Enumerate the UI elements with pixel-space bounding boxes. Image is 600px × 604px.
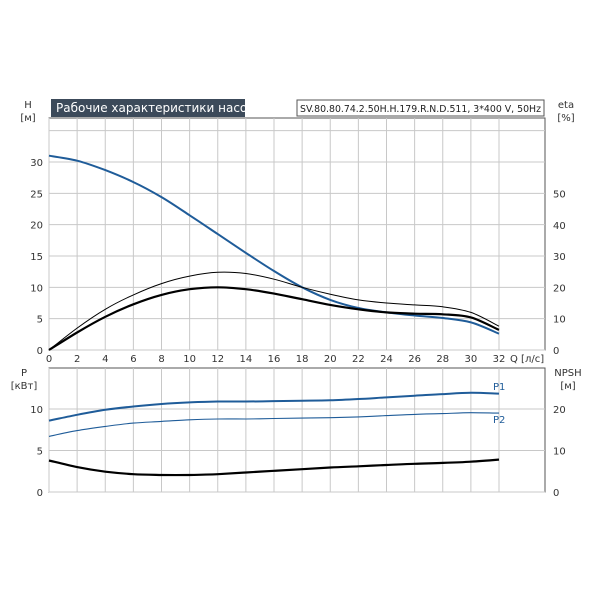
x-tick-label: 10 [183,354,196,365]
bottom-y-tick-label: 10 [30,405,43,416]
bottom-y-axis-unit: [кВт] [11,381,38,392]
x-tick-label: 22 [352,354,365,365]
top-y-right-tick-label: 40 [553,221,566,232]
pump-model-label: SV.80.80.74.2.50H.H.179.R.N.D.511, 3*400… [300,104,541,115]
bottom-y-axis-label: P [21,368,27,379]
efficiency-curve-inner [48,286,500,351]
top-y-right-tick-label: 30 [553,252,566,263]
bottom-plot-frame [48,367,546,493]
series-label-p2: P2 [493,415,505,426]
bottom-y-right-axis-label: NPSH [554,368,581,379]
top-y-right-axis-label: eta [558,100,574,111]
pump-model-box [296,99,545,117]
head-curve [48,154,500,335]
top-y-axis-unit: [м] [20,113,35,124]
top-y-right-tick-label: 0 [553,346,559,357]
bottom-y-right-axis-unit: [м] [560,381,575,392]
x-tick-label: 8 [158,354,164,365]
top-y-tick-label: 10 [30,283,43,294]
top-y-tick-label: 0 [37,346,43,357]
bottom-y-tick-label: 5 [37,447,43,458]
x-tick-label: 30 [465,354,478,365]
top-y-tick-label: 30 [30,158,43,169]
x-tick-label: 6 [130,354,136,365]
bottom-y-right-tick-label: 10 [553,447,566,458]
top-y-axis-label: H [24,100,32,111]
bottom-y-right-tick-label: 20 [553,405,566,416]
x-tick-label: 16 [268,354,281,365]
x-tick-label: 2 [74,354,80,365]
top-plot-frame [48,117,546,351]
chart-title-box [51,99,245,117]
x-tick-label: 12 [211,354,224,365]
top-y-tick-label: 15 [30,252,43,263]
x-tick-label: 0 [46,354,52,365]
npsh-curve [48,458,500,477]
power-p2-curve [48,412,500,437]
x-tick-label: 24 [380,354,393,365]
x-tick-label: 26 [408,354,421,365]
top-y-tick-label: 5 [37,315,43,326]
top-y-tick-label: 25 [30,189,43,200]
chart-title: Рабочие характеристики насоса [56,101,261,115]
x-tick-label: 18 [296,354,309,365]
x-tick-label: 28 [436,354,449,365]
top-y-tick-label: 20 [30,221,43,232]
x-tick-label: 20 [324,354,337,365]
bottom-y-right-tick-label: 0 [553,488,559,499]
top-y-right-tick-label: 10 [553,315,566,326]
power-p1-curve [48,391,500,422]
x-tick-label: 14 [240,354,253,365]
efficiency-curve-outer [48,271,500,351]
x-tick-label: 4 [102,354,108,365]
x-axis-label: Q [л/с] [510,354,544,365]
bottom-y-tick-label: 0 [37,488,43,499]
x-tick-label: 32 [493,354,506,365]
top-y-right-axis-unit: [%] [557,113,574,124]
series-label-p1: P1 [493,382,505,393]
top-y-right-tick-label: 20 [553,283,566,294]
top-y-right-tick-label: 50 [553,190,566,201]
